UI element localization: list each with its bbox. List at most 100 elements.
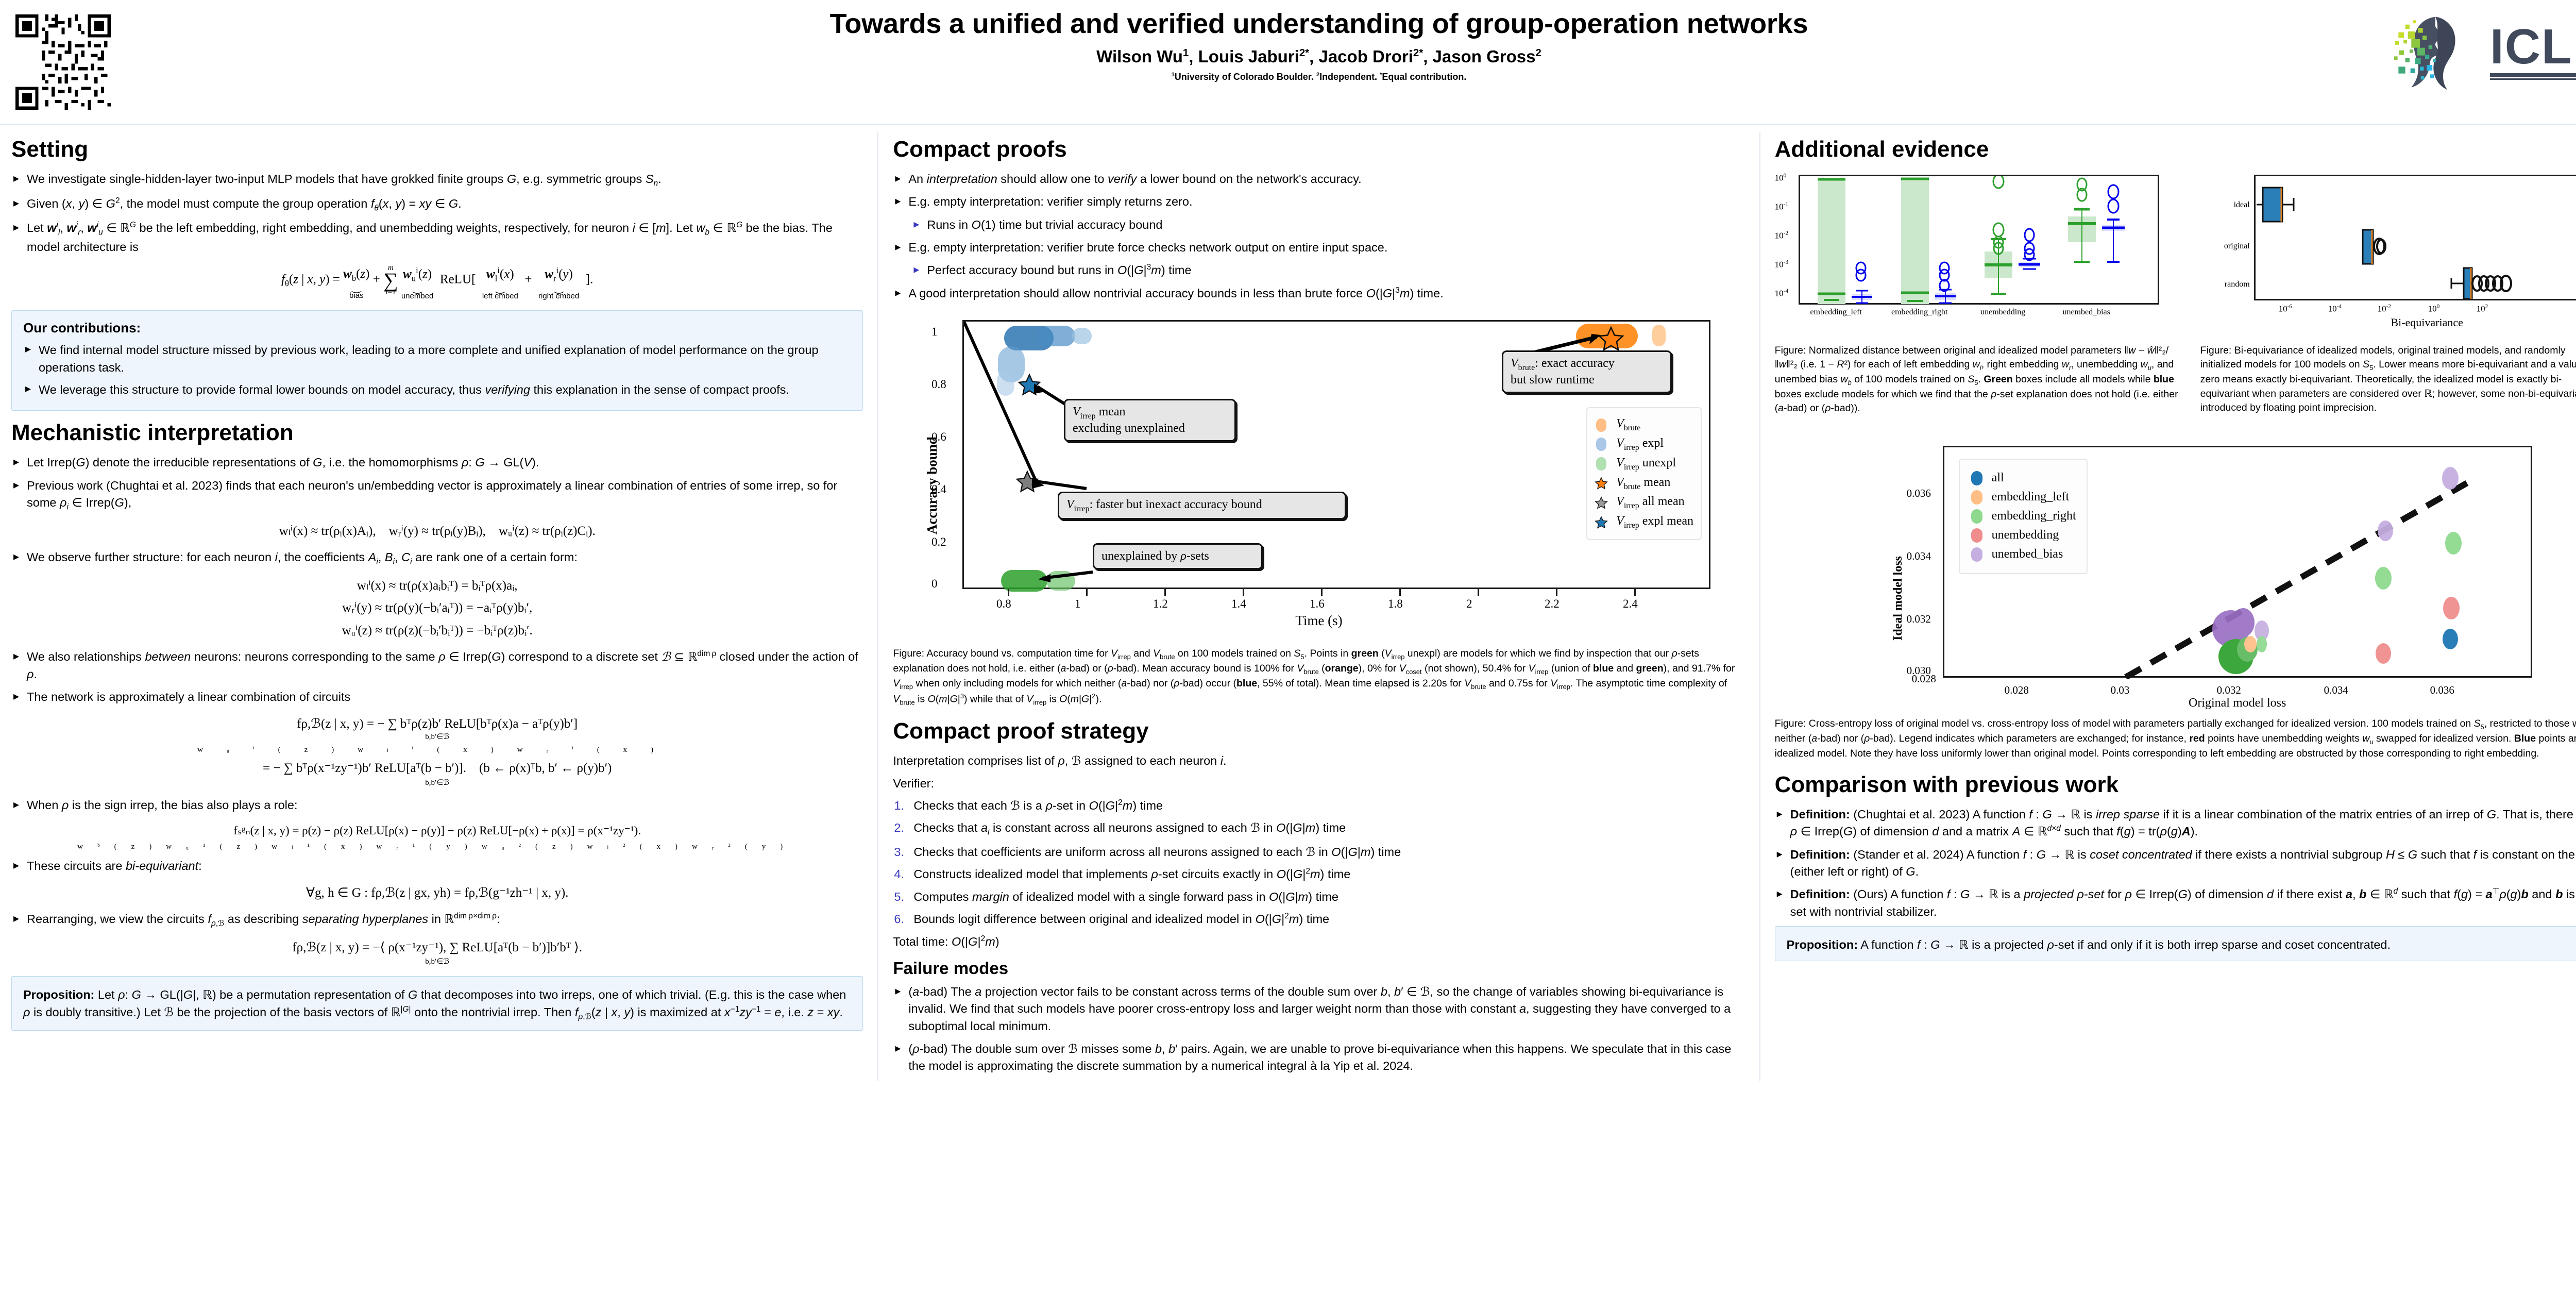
- proposition-label: Proposition:: [23, 987, 95, 1001]
- eq-label: wᵣ¹(y): [376, 842, 482, 851]
- plot-area-boxplot: [1798, 174, 2159, 305]
- bullet-item: The network is approximately a linear co…: [11, 688, 863, 706]
- legend-marker-circle-icon: [1595, 437, 1608, 452]
- eq-label: wᵣ²(y): [691, 842, 798, 851]
- mechanistic-bullets-d: When ρ is the sign irrep, the bias also …: [11, 796, 863, 814]
- x-tick-label: 0.034: [2324, 683, 2348, 696]
- section-heading-comparison: Comparison with previous work: [1774, 771, 2119, 797]
- bullet-item: Rearranging, we view the circuits fρ,ℬ a…: [11, 910, 863, 930]
- legend-label: embedding_left: [1991, 490, 2070, 504]
- strategy-steps-list: Checks that each ℬ is a ρ-set in O(|G|2m…: [893, 797, 1744, 928]
- y-tick-label: 0.032: [1906, 612, 1931, 625]
- equation-circuit-1: fρ,ℬ(z | x, y) = − ∑ bᵀρ(z)b′ ReLU[bᵀρ(x…: [11, 714, 863, 756]
- bullet-item: We also relationships between neurons: n…: [11, 648, 863, 683]
- y-tick-label: ideal: [2233, 200, 2250, 209]
- legend-item: unembed_bias: [1970, 547, 2076, 562]
- y-tick-label: 0.4: [931, 483, 946, 496]
- compact-proofs-subbullet-1: Runs in O(1) time but trivial accuracy b…: [911, 216, 1744, 233]
- data-point-group-blue: [1037, 326, 1075, 347]
- eq-label: wᵣⁱ(x): [517, 745, 677, 754]
- qr-code[interactable]: [15, 14, 111, 110]
- eq-label: wᵇ(z): [77, 842, 166, 851]
- x-tick-label: 100: [2428, 304, 2440, 314]
- x-tickmark: [1164, 589, 1166, 597]
- mechanistic-bullets-a: Let Irrep(G) denote the irreducible repr…: [11, 454, 863, 513]
- proposition-box-right: Proposition: A function f : G → ℝ is a p…: [1774, 926, 2576, 962]
- x-tick-label: 0.036: [2430, 683, 2454, 696]
- section-heading-mechanistic: Mechanistic interpretation: [11, 420, 294, 446]
- x-tick-label: 10-4: [2328, 304, 2342, 314]
- total-time-text: Total time: O(|G|2m): [893, 934, 999, 948]
- legend-marker-circle-icon: [1970, 509, 1984, 524]
- x-tick-label: 10-2: [2377, 304, 2392, 314]
- legend-marker-circle-icon: [1970, 528, 1984, 543]
- bullet-item: Definition: (Chughtai et al. 2023) A fun…: [1775, 806, 2576, 841]
- annotation-vbrute: Vbrute: exact accuracy but slow runtime: [1502, 350, 1672, 393]
- iclr-rule-thin: [2490, 78, 2576, 80]
- equation-biequivariance: ∀g, h ∈ G : fρ,ℬ(z | gx, yh) = fρ,ℬ(g⁻¹z…: [306, 885, 569, 900]
- figure-normalized-distance: 100 10-1 10-2 10-3 10-4: [1775, 171, 2187, 320]
- x-tick-label: 2.4: [1623, 597, 1638, 611]
- bullet-item: Let Irrep(G) denote the irreducible repr…: [11, 454, 863, 471]
- failure-modes-bullets: (a-bad) The a projection vector fails to…: [893, 983, 1744, 1075]
- evidence-figure-row: 100 10-1 10-2 10-3 10-4: [1775, 171, 2576, 329]
- x-tick-label: 1.6: [1310, 597, 1325, 611]
- legend-marker-circle-icon: [1970, 471, 1984, 486]
- definition-text: (Ours) A function f : G → ℝ is a project…: [1790, 887, 2576, 918]
- legend-item: Vbrute mean: [1595, 476, 1693, 492]
- equation-circuit-2-sub: b,b′∈ℬ: [425, 778, 450, 787]
- legend-label: Virrep expl: [1616, 436, 1664, 452]
- y-tick-label: 0.034: [1906, 549, 1931, 562]
- annotation-virrep-bound: Virrep: faster but inexact accuracy boun…: [1058, 492, 1346, 519]
- x-tickmark: [1399, 589, 1401, 597]
- column-left: Setting We investigate single-hidden-lay…: [11, 129, 863, 1081]
- page-title: Towards a unified and verified understan…: [829, 8, 1808, 39]
- mechanistic-bullets-b: We observe further structure: for each n…: [11, 548, 863, 568]
- bullet-item: When ρ is the sign irrep, the bias also …: [11, 796, 863, 814]
- author-list: Wilson Wu1, Louis Jaburi2*, Jacob Drori2…: [1096, 47, 1541, 66]
- bullet-item: Given (x, y) ∈ G2, the model must comput…: [11, 195, 863, 214]
- contributions-box: Our contributions: We find internal mode…: [11, 310, 863, 411]
- affiliation-note: 1University of Colorado Boulder. 2Indepe…: [1171, 72, 1467, 82]
- legend-marker-circle-icon: [1595, 456, 1608, 472]
- section-heading-compact-proofs: Compact proofs: [893, 137, 1067, 162]
- title-block: Towards a unified and verified understan…: [0, 9, 2576, 82]
- legend-label: all: [1991, 471, 2004, 485]
- compact-proofs-subbullet-2: Perfect accuracy bound but runs in O(|G|…: [911, 261, 1744, 279]
- eq-label: wₗ²(x): [587, 842, 692, 851]
- y-tick-label: 10-1: [1774, 202, 1789, 212]
- legend-item: Virrep expl: [1595, 437, 1693, 452]
- list-item: Constructs idealized model that implemen…: [894, 866, 1351, 883]
- legend-marker-circle-icon: [1970, 490, 1984, 505]
- legend-item: Virrep expl mean: [1595, 514, 1693, 530]
- y-tick-label: 10-3: [1774, 259, 1789, 270]
- bullet-item: We investigate single-hidden-layer two-i…: [11, 170, 863, 190]
- bullet-item: Perfect accuracy bound but runs in O(|G|…: [911, 261, 1744, 279]
- axis-label-x: Time (s): [1295, 613, 1343, 629]
- strategy-intro-1: Interpretation comprises list of ρ, ℬ as…: [893, 754, 1227, 768]
- x-tick-label: 102: [2476, 304, 2488, 314]
- mechanistic-bullets-e: These circuits are bi-equivariant:: [11, 857, 863, 875]
- bullet-item: We observe further structure: for each n…: [11, 548, 863, 568]
- x-tick-label: 1.2: [1153, 597, 1168, 611]
- bullet-item: We leverage this structure to provide fo…: [23, 380, 851, 398]
- x-tickmark: [1243, 589, 1244, 597]
- evidence-caption-row: Figure: Normalized distance between orig…: [1775, 338, 2576, 416]
- compact-proofs-bullets-2: E.g. empty interpretation: verifier brut…: [893, 239, 1744, 256]
- legend-marker-circle-icon: [1595, 417, 1608, 433]
- equation-circuit-1-sub: b,b′∈ℬ: [425, 733, 450, 742]
- bullet-item: Definition: (Ours) A function f : G → ℝ …: [1775, 885, 2576, 920]
- definition-text: (Chughtai et al. 2023) A function f : G …: [1790, 807, 2576, 838]
- figure-caption-4: Figure: Cross-entropy loss of original m…: [1774, 717, 2576, 759]
- legend-label: Virrep all mean: [1616, 495, 1685, 511]
- legend-item: Vbrute: [1595, 417, 1693, 433]
- bullet-item: These circuits are bi-equivariant:: [11, 857, 863, 875]
- bullet-item: An interpretation should allow one to ve…: [893, 170, 1744, 188]
- definition-text: (Stander et al. 2024) A function f : G →…: [1790, 847, 2576, 878]
- x-tick-label: embedding_right: [1891, 308, 1948, 316]
- y-tick-label: 1: [931, 325, 938, 339]
- bullet-item: (a-bad) The a projection vector fails to…: [893, 983, 1744, 1035]
- legend-marker-circle-icon: [1970, 547, 1984, 562]
- eq-label: wᵤⁱ(z): [197, 745, 358, 754]
- x-tick-label: 10-6: [2278, 304, 2293, 314]
